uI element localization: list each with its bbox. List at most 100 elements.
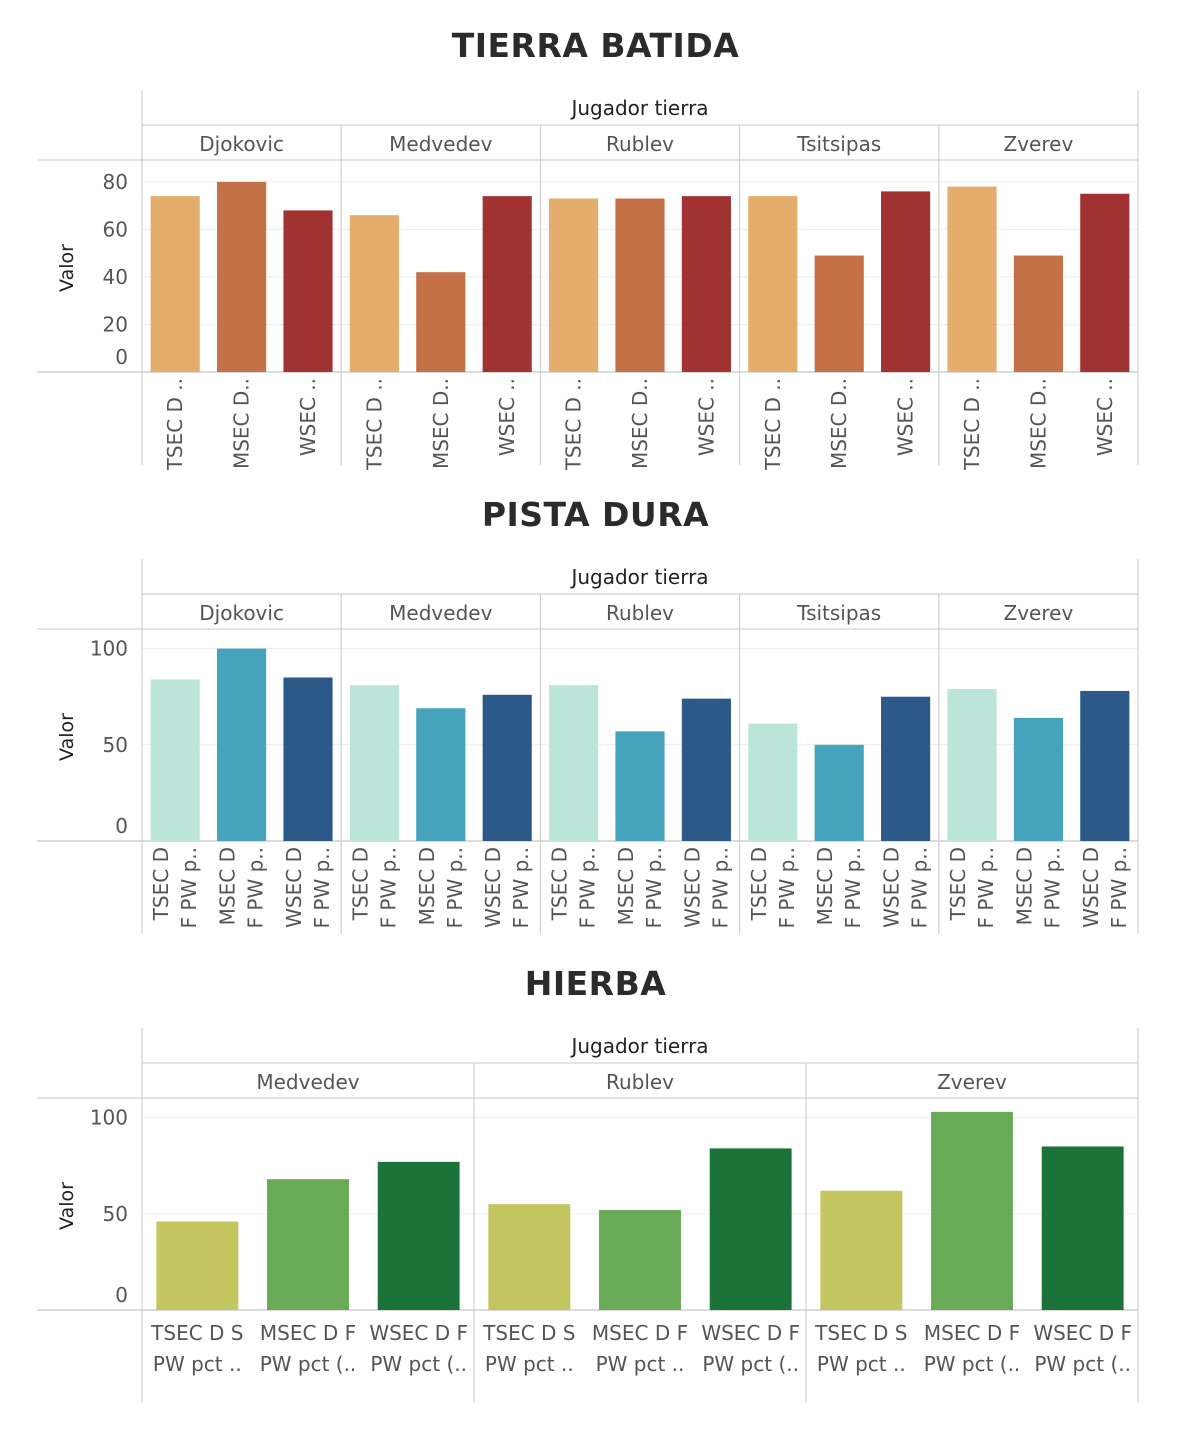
x-tick-label: WSEC .. (296, 378, 320, 456)
x-tick-label: MSEC D F (260, 1321, 356, 1345)
x-tick-label: WSEC D (282, 847, 306, 928)
title-pista-dura: PISTA DURA (481, 495, 710, 534)
x-tick-label: WSEC .. (694, 378, 718, 456)
column-header: Jugador tierra (569, 565, 708, 589)
bar-zverev-tsec (947, 186, 997, 372)
x-tick-label: WSEC D (680, 847, 704, 928)
bar-djokovic-wsec (283, 677, 333, 841)
x-tick-label: F PW p.. (908, 847, 932, 928)
bar-rublev-msec (615, 731, 665, 841)
group-label-zverev: Zverev (1004, 601, 1074, 625)
bar-tsitsipas-tsec (748, 196, 798, 372)
x-tick-label: TSEC D .. (960, 378, 984, 470)
title-hierba: HIERBA (524, 964, 667, 1003)
x-tick-label: F PW p.. (775, 847, 799, 928)
x-tick-label: WSEC .. (1093, 378, 1117, 456)
y-tick-label: 0 (115, 1283, 128, 1307)
group-label-medvedev: Medvedev (389, 132, 492, 156)
y-axis-label: Valor (56, 713, 78, 761)
x-tick-label: F PW p.. (1040, 847, 1064, 928)
bar-djokovic-tsec (150, 196, 200, 372)
x-tick-label: PW pct (.. (370, 1352, 467, 1376)
x-tick-label: MSEC D.. (230, 378, 254, 469)
y-axis-label: Valor (56, 244, 78, 292)
bar-zverev-wsec (1041, 1146, 1124, 1310)
bar-rublev-wsec (681, 196, 731, 372)
y-axis-label: Valor (56, 1182, 78, 1230)
x-tick-label: TSEC D S (482, 1321, 575, 1345)
x-tick-label: F PW p.. (708, 847, 732, 928)
x-tick-label: MSEC D.. (429, 378, 453, 469)
y-tick-label: 20 (103, 312, 128, 336)
bar-medvedev-wsec (377, 1161, 460, 1310)
x-tick-label: PW pct .. (153, 1352, 242, 1376)
x-tick-label: WSEC D F (701, 1321, 800, 1345)
group-label-zverev: Zverev (937, 1070, 1007, 1094)
x-tick-label: F PW p.. (177, 847, 201, 928)
x-tick-label: TSEC D .. (761, 378, 785, 470)
bar-rublev-tsec (549, 198, 599, 372)
bar-zverev-wsec (1080, 193, 1130, 372)
x-tick-label: MSEC D F (592, 1321, 688, 1345)
x-tick-label: TSEC D (946, 847, 970, 921)
x-tick-label: TSEC D (149, 847, 173, 921)
chart-hierba: Jugador tierra Valor 0 50 100 Medvedev TSEC D … (37, 1028, 1139, 1403)
bar-rublev-msec (615, 198, 665, 372)
x-tick-label: TSEC D (348, 847, 372, 921)
x-tick-label: MSEC D.. (1026, 378, 1050, 469)
bar-medvedev-tsec (156, 1221, 239, 1310)
bar-tsitsipas-msec (814, 744, 864, 841)
bar-medvedev-msec (267, 1179, 349, 1310)
bar-medvedev-msec (416, 272, 466, 372)
x-tick-label: WSEC D (1079, 847, 1103, 928)
bar-tsitsipas-wsec (881, 696, 931, 841)
x-tick-label: WSEC .. (495, 378, 519, 456)
bar-medvedev-tsec (349, 215, 399, 372)
x-tick-label: F PW p.. (310, 847, 334, 928)
x-tick-label: PW pct (.. (260, 1352, 357, 1376)
x-tick-label: WSEC D (880, 847, 904, 928)
bar-tsitsipas-wsec (881, 191, 931, 372)
y-tick-label: 0 (115, 814, 128, 838)
bar-rublev-tsec (488, 1204, 571, 1310)
x-tick-label: WSEC D (481, 847, 505, 928)
y-tick-label: 50 (103, 1202, 128, 1226)
bar-zverev-msec (931, 1111, 1013, 1310)
x-tick-label: WSEC .. (894, 378, 918, 456)
y-tick-label: 0 (115, 345, 128, 369)
bar-rublev-msec (599, 1209, 681, 1310)
x-tick-label: MSEC D (614, 847, 638, 925)
x-tick-label: MSEC D.. (628, 378, 652, 469)
group-label-rublev: Rublev (606, 1070, 674, 1094)
bar-rublev-wsec (709, 1148, 792, 1310)
x-tick-label: PW pct .. (485, 1352, 574, 1376)
x-tick-label: F PW p.. (443, 847, 467, 928)
x-tick-label: F PW p.. (376, 847, 400, 928)
y-tick-label: 80 (103, 170, 128, 194)
y-tick-label: 60 (103, 217, 128, 241)
group-label-tsitsipas: Tsitsipas (796, 601, 881, 625)
bar-tsitsipas-msec (814, 255, 864, 372)
y-tick-label: 40 (103, 265, 128, 289)
chart-tierra-batida: Jugador tierra Valor 0 20 40 60 80 Djokovic TSEC… (37, 90, 1139, 470)
x-tick-label: PW pct .. (596, 1352, 685, 1376)
x-tick-label: F PW p.. (509, 847, 533, 928)
x-tick-label: F PW p.. (576, 847, 600, 928)
x-tick-label: TSEC D .. (562, 378, 586, 470)
group-label-rublev: Rublev (606, 132, 674, 156)
x-tick-label: PW pct .. (817, 1352, 906, 1376)
column-header: Jugador tierra (569, 96, 708, 120)
x-tick-label: F PW p.. (974, 847, 998, 928)
x-tick-label: F PW p.. (642, 847, 666, 928)
y-tick-label: 100 (90, 1106, 128, 1130)
x-tick-label: MSEC D F (924, 1321, 1020, 1345)
bar-tsitsipas-tsec (748, 723, 798, 841)
bar-medvedev-msec (416, 708, 466, 841)
group-label-medvedev: Medvedev (389, 601, 492, 625)
x-tick-label: F PW p.. (1107, 847, 1131, 928)
bar-medvedev-wsec (482, 196, 532, 372)
bar-zverev-tsec (947, 689, 997, 841)
bar-djokovic-msec (217, 648, 267, 841)
bar-djokovic-tsec (150, 679, 200, 841)
